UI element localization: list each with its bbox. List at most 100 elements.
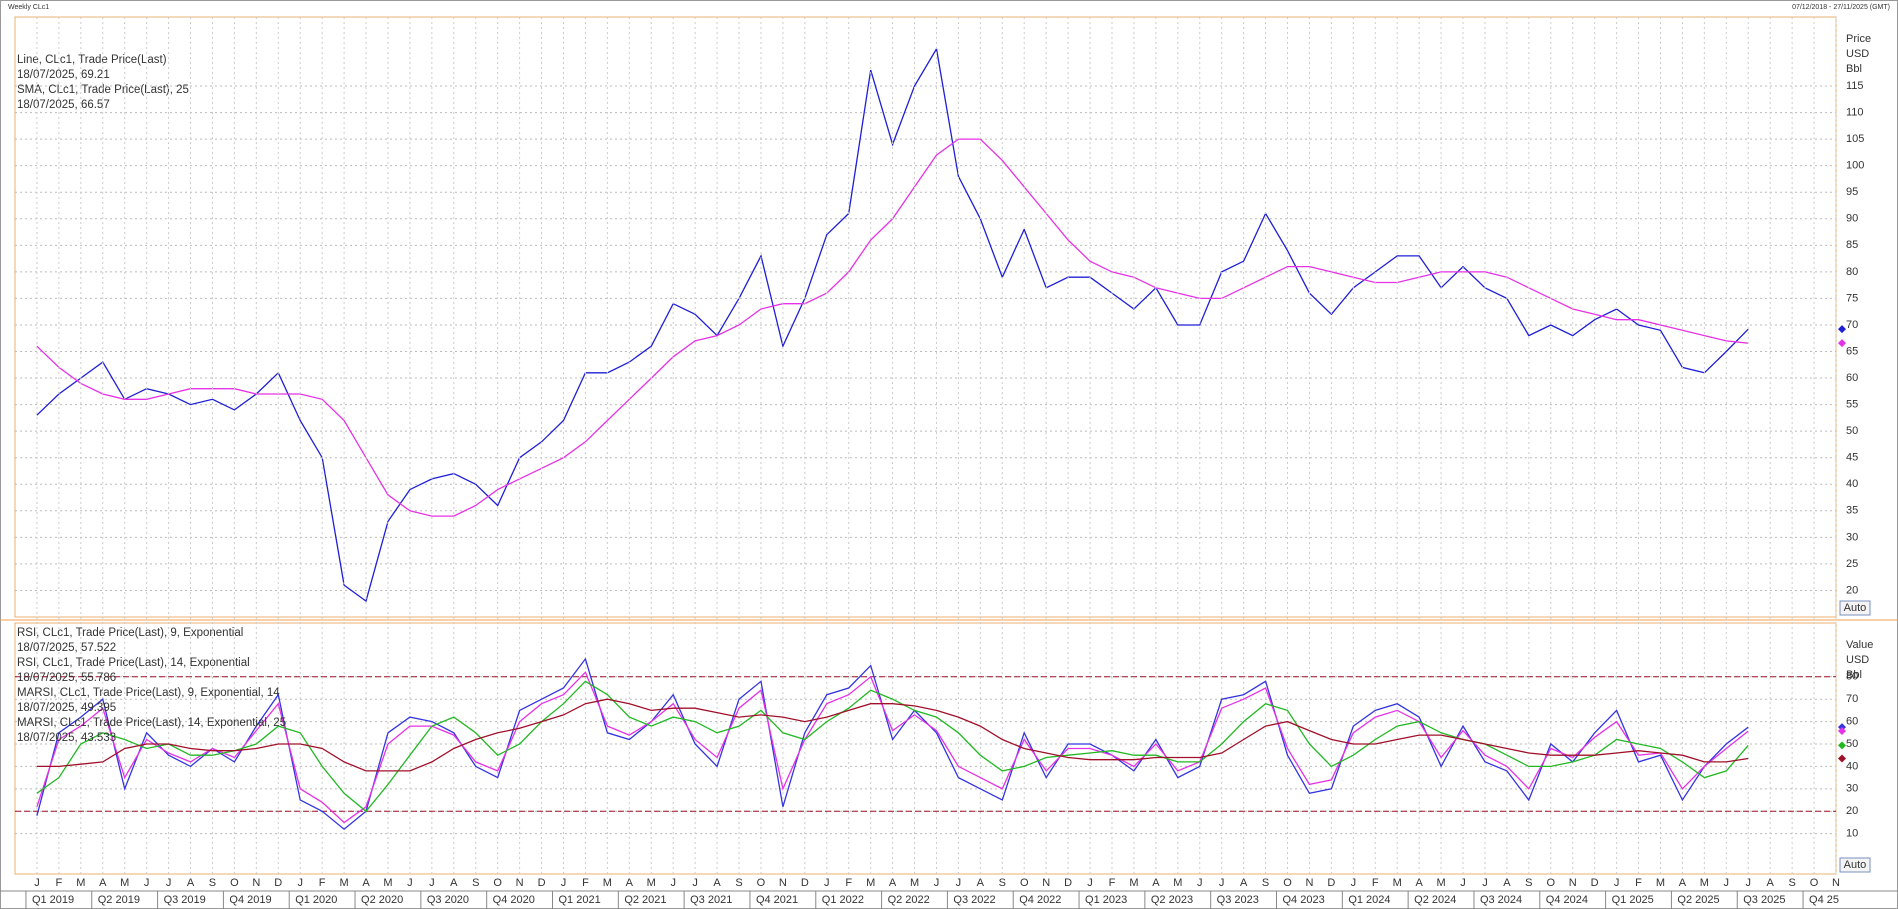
x-tick-label: J (956, 877, 962, 889)
x-tick-label: F (319, 877, 326, 889)
y-unit-label: Bbl (1846, 63, 1862, 75)
quarter-label: Q2 2024 (1414, 894, 1456, 906)
x-tick-label: M (1173, 877, 1182, 889)
quarter-label: Q3 2022 (953, 894, 995, 906)
x-tick-label: A (713, 877, 721, 889)
x-tick-label: M (1129, 877, 1138, 889)
legend-value: 18/07/2025, 43.533 (17, 732, 116, 744)
page-title: Weekly CLc1 (8, 4, 49, 11)
x-tick-label: D (274, 877, 282, 889)
x-tick-label: A (1767, 877, 1775, 889)
x-tick-label: J (1745, 877, 1751, 889)
x-tick-label: F (56, 877, 63, 889)
y-tick-label: 60 (1846, 372, 1858, 384)
x-tick-label: A (1679, 877, 1687, 889)
x-tick-label: A (1415, 877, 1423, 889)
x-tick-label: F (582, 877, 589, 889)
quarter-label: Q2 2021 (624, 894, 666, 906)
x-tick-label: N (1042, 877, 1050, 889)
last-value-marker (1838, 339, 1846, 348)
auto-button-label[interactable]: Auto (1844, 602, 1867, 614)
x-tick-label: M (76, 877, 85, 889)
y-tick-label: 70 (1846, 693, 1858, 705)
x-tick-label: J (166, 877, 172, 889)
quarter-label: Q2 2020 (361, 894, 403, 906)
y-tick-label: 20 (1846, 584, 1858, 596)
y-tick-label: 20 (1846, 805, 1858, 817)
x-tick-label: S (472, 877, 479, 889)
y-tick-label: 100 (1846, 160, 1864, 172)
x-tick-label: M (647, 877, 656, 889)
x-tick-label: O (757, 877, 766, 889)
x-tick-label: M (1436, 877, 1445, 889)
x-tick-label: A (626, 877, 634, 889)
x-tick-label: O (1283, 877, 1292, 889)
x-tick-label: N (779, 877, 787, 889)
auto-button-label[interactable]: Auto (1844, 859, 1867, 871)
x-tick-label: A (977, 877, 985, 889)
x-tick-label: D (1064, 877, 1072, 889)
legend-value: 18/07/2025, 69.21 (17, 69, 110, 81)
x-tick-label: N (1305, 877, 1313, 889)
x-tick-label: S (1525, 877, 1532, 889)
legend-name: SMA, CLc1, Trade Price(Last), 25 (17, 84, 189, 96)
x-tick-label: A (1152, 877, 1160, 889)
x-tick-label: J (1219, 877, 1225, 889)
y-tick-label: 110 (1846, 106, 1864, 118)
x-tick-label: A (187, 877, 195, 889)
x-tick-label: S (735, 877, 742, 889)
x-tick-label: O (1810, 877, 1819, 889)
legend-name: MARSI, CLc1, Trade Price(Last), 14, Expo… (17, 717, 286, 729)
auto-button[interactable] (1839, 600, 1871, 616)
x-tick-label: A (450, 877, 458, 889)
series-line (36, 657, 1749, 831)
y-tick-label: 25 (1846, 558, 1858, 570)
x-tick-label: F (1109, 877, 1116, 889)
quarter-label: Q1 2019 (32, 894, 74, 906)
x-tick-label: J (34, 877, 40, 889)
x-tick-label: F (845, 877, 852, 889)
y-tick-label: 45 (1846, 452, 1858, 464)
x-tick-label: J (1460, 877, 1466, 889)
legend-name: RSI, CLc1, Trade Price(Last), 14, Expone… (17, 657, 250, 669)
series-line (36, 671, 1749, 824)
quarter-label: Q2 2022 (888, 894, 930, 906)
y-unit-label: Value (1846, 639, 1873, 651)
x-tick-label: J (1197, 877, 1203, 889)
quarter-label: Q1 2022 (822, 894, 864, 906)
quarter-label: Q3 2021 (690, 894, 732, 906)
y-tick-label: 115 (1846, 80, 1864, 92)
x-tick-label: J (670, 877, 676, 889)
y-tick-label: 30 (1846, 531, 1858, 543)
x-tick-label: O (1547, 877, 1556, 889)
legend-value: 18/07/2025, 57.522 (17, 642, 116, 654)
legend-value: 18/07/2025, 49.395 (17, 702, 116, 714)
legend-name: Line, CLc1, Trade Price(Last) (17, 54, 167, 66)
y-tick-label: 60 (1846, 716, 1858, 728)
x-tick-label: F (1635, 877, 1642, 889)
x-tick-label: J (824, 877, 830, 889)
quarter-label: Q3 2023 (1217, 894, 1259, 906)
quarter-label: Q1 2025 (1612, 894, 1654, 906)
quarter-label: Q2 2023 (1151, 894, 1193, 906)
x-tick-label: J (692, 877, 698, 889)
x-tick-label: M (910, 877, 919, 889)
x-tick-label: M (1393, 877, 1402, 889)
y-tick-label: 40 (1846, 760, 1858, 772)
x-tick-label: A (889, 877, 897, 889)
legend-name: MARSI, CLc1, Trade Price(Last), 9, Expon… (17, 687, 280, 699)
x-tick-label: J (407, 877, 413, 889)
quarter-label: Q1 2020 (295, 894, 337, 906)
y-tick-label: 10 (1846, 828, 1858, 840)
y-tick-label: 90 (1846, 213, 1858, 225)
x-tick-label: O (1020, 877, 1029, 889)
x-tick-label: O (230, 877, 239, 889)
y-tick-label: 35 (1846, 505, 1858, 517)
quarter-label: Q3 2019 (164, 894, 206, 906)
y-tick-label: 80 (1846, 671, 1858, 683)
quarter-label: Q4 2022 (1019, 894, 1061, 906)
auto-button[interactable] (1839, 857, 1871, 873)
y-tick-label: 105 (1846, 133, 1864, 145)
